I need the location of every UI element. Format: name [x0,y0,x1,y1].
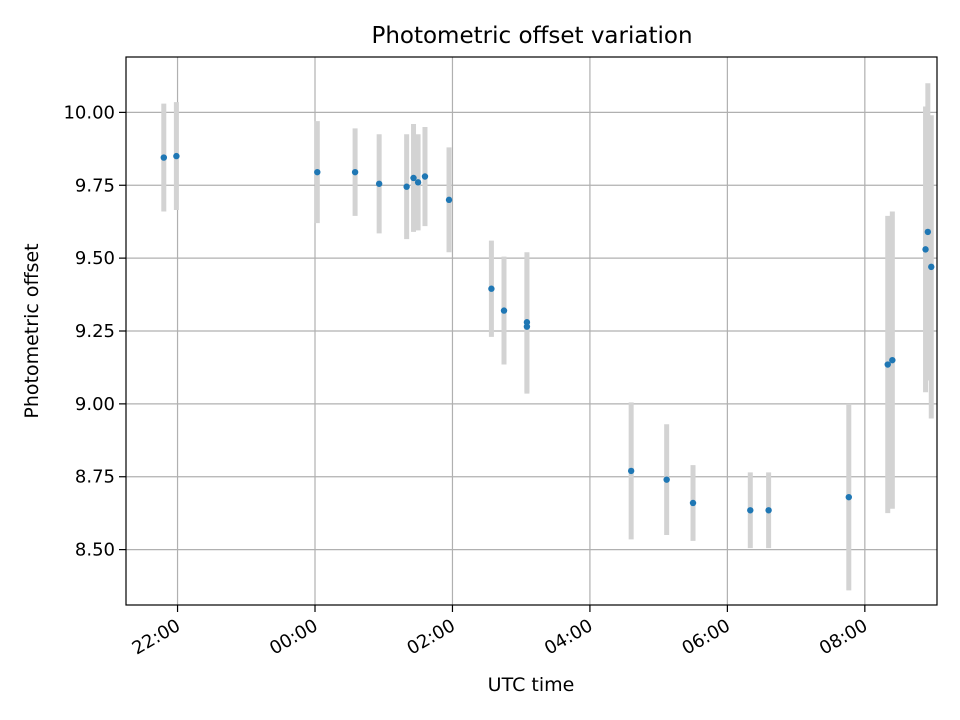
data-point [414,179,422,186]
chart-title: Photometric offset variation [371,23,692,49]
y-axis-ticks: 8.50 8.75 9.00 9.25 9.50 9.75 10.00 [63,102,126,561]
x-tick-label: 22:00 [129,615,184,659]
x-axis-label: UTC time [488,674,575,696]
data-point [314,168,321,176]
data-point [765,507,772,514]
data-point [445,196,453,204]
data-point [500,307,508,314]
data-point [403,183,410,190]
data-point [663,476,670,483]
y-tick-label: 9.50 [75,248,115,269]
x-tick-label: 08:00 [816,615,871,659]
x-tick-label: 02:00 [404,615,459,659]
data-point [351,168,359,176]
data-point [747,507,754,514]
y-tick-label: 10.00 [63,102,115,123]
error-bars [161,83,934,591]
y-tick-label: 9.75 [75,175,115,196]
data-point [928,263,935,271]
y-tick-label: 9.25 [75,321,115,342]
data-point [922,246,929,253]
y-axis-label: Photometric offset [21,243,43,418]
x-tick-label: 04:00 [541,615,596,659]
y-tick-label: 9.00 [75,394,115,415]
data-point [173,152,180,160]
data-point [689,499,697,507]
data-point [421,173,429,180]
data-point [924,228,932,236]
data-point [488,285,495,292]
data-point [889,356,896,364]
data-point [410,174,417,182]
data-point [375,180,383,187]
data-point [523,319,531,326]
data-point [160,154,168,161]
y-tick-label: 8.75 [75,467,115,488]
data-points [160,152,935,514]
gridlines [126,57,937,605]
x-tick-label: 00:00 [266,615,321,659]
data-point [627,467,635,475]
y-tick-label: 8.50 [75,540,115,561]
x-tick-label: 06:00 [678,615,733,659]
data-point [523,323,531,330]
data-point [845,493,852,501]
x-axis-ticks: 22:00 00:00 02:00 04:00 06:00 08:00 [129,605,871,659]
data-point [884,361,891,368]
